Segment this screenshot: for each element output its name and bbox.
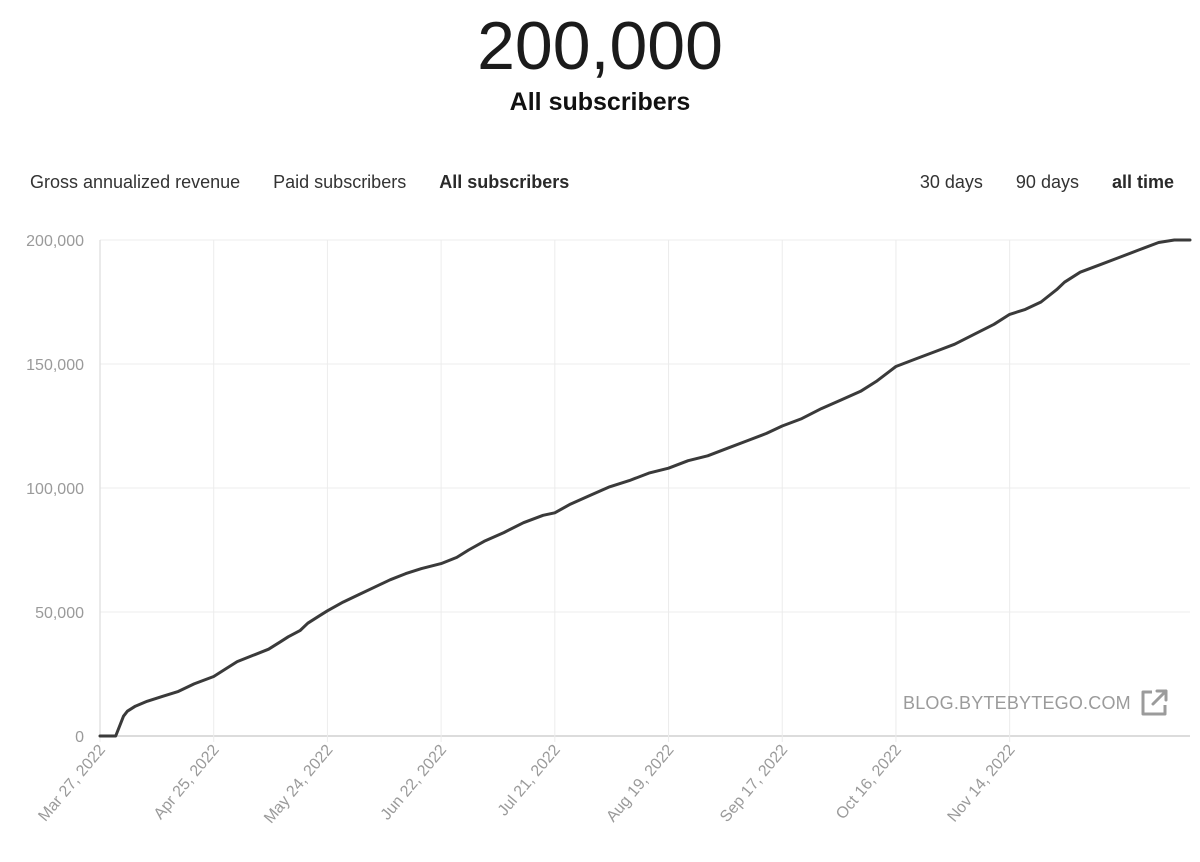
x-tick-label: Jul 21, 2022 (495, 742, 564, 820)
total-subscribers-label: All subscribers (509, 88, 691, 116)
metric-tabs: Gross annualized revenue Paid subscriber… (30, 172, 569, 193)
y-axis-ticks: 0 50,000 100,000 150,000 200,000 (26, 233, 84, 746)
x-tick-label: Oct 16, 2022 (833, 742, 905, 823)
x-tick-label: Apr 25, 2022 (151, 742, 223, 823)
watermark-text: BLOG.BYTEBYTEGO.COM (903, 692, 1131, 713)
tab-gross-annualized-revenue[interactable]: Gross annualized revenue (30, 172, 241, 192)
tab-paid-subscribers[interactable]: Paid subscribers (273, 172, 407, 192)
headline: 200,000 All subscribers (0, 8, 1200, 117)
x-tick-label: Sep 17, 2022 (717, 742, 791, 826)
y-tick-label: 150,000 (26, 357, 84, 374)
subscribers-series-line (98, 238, 1192, 738)
range-tabs: 30 days 90 days all time (920, 172, 1174, 193)
x-tick-label: Jun 22, 2022 (378, 742, 451, 824)
total-subscribers-value: 200,000 (477, 8, 723, 84)
y-tick-label: 200,000 (26, 233, 84, 250)
y-tick-label: 0 (75, 729, 84, 746)
tab-all-subscribers[interactable]: All subscribers (439, 172, 570, 192)
x-axis-ticks: Mar 27, 2022 Apr 25, 2022 May 24, 2022 Jun … (35, 742, 1018, 827)
chart-grid (99, 239, 1190, 742)
watermark[interactable]: BLOG.BYTEBYTEGO.COM (903, 688, 1169, 718)
y-tick-label: 100,000 (26, 481, 84, 498)
tab-90-days[interactable]: 90 days (1015, 172, 1079, 192)
x-tick-label: Mar 27, 2022 (35, 742, 109, 825)
x-tick-label: Aug 19, 2022 (603, 742, 677, 826)
external-link-icon (1141, 689, 1168, 716)
y-tick-label: 50,000 (35, 605, 84, 622)
x-tick-label: May 24, 2022 (261, 742, 336, 827)
x-tick-label: Nov 14, 2022 (944, 742, 1018, 826)
tab-all-time[interactable]: all time (1111, 172, 1174, 192)
tab-30-days[interactable]: 30 days (919, 172, 983, 192)
